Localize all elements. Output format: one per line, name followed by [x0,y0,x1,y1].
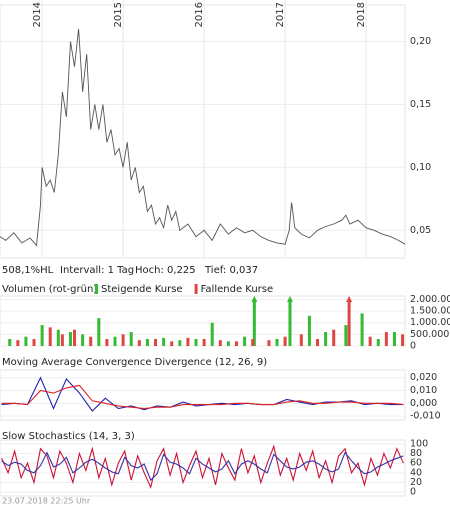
volume-bar [202,339,206,346]
volume-bar [226,341,230,346]
volume-bar [288,302,292,346]
volume-bar [384,332,388,346]
y-tick-label: 1.000.000 [410,317,450,328]
timestamp: 23.07.2018 22:25 Uhr [2,497,91,506]
y-tick-label: 0,10 [410,162,431,173]
volume-bar [392,332,396,346]
volume-bar [332,329,336,346]
panel-frame [0,439,406,497]
panel-title: Volumen (rot-grün) [2,284,97,295]
volume-bar [145,339,149,346]
y-tick-label: 1.500.000 [410,306,450,317]
volume-bar [218,340,222,346]
volume-bar [368,336,372,346]
volume-bar [73,329,77,346]
volume-bar [376,339,380,346]
y-tick-label: 0,15 [410,99,431,110]
volume-bar [68,332,72,346]
y-tick-label: 100 [410,438,428,449]
y-tick-label: 80 [410,448,422,459]
volume-bar [251,339,255,346]
volume-bar [137,340,141,346]
y-tick-label: 0 [410,341,416,352]
panel-frame [0,295,406,347]
volume-bar [97,318,101,346]
volume-bar [89,336,93,346]
volume-bar [316,339,320,346]
volume-bar [8,339,12,346]
volume-bar [32,339,36,346]
volume-bar [48,327,52,346]
y-tick-label: 20 [410,477,422,488]
volume-bar [56,329,60,346]
volume-bar [252,302,256,346]
x-tick-label: 2017 [275,2,286,27]
volume-bar [235,341,239,346]
legend-label: Fallende Kurse [201,284,274,295]
info-text: Hoch: 0,225 [135,265,196,276]
volume-bar [267,340,271,346]
y-tick-label: 0,20 [410,36,431,47]
panel-title: Slow Stochastics (14, 3, 3) [2,431,135,442]
y-tick-label: -0,010 [410,411,441,422]
volume-bar [307,315,311,346]
y-tick-label: 2.000.000 [410,294,450,305]
panel-frame [0,369,406,421]
volume-bar [121,334,125,346]
volume-bar [81,334,85,346]
y-tick-label: 0,020 [410,372,437,383]
volume-bar [344,325,348,346]
volume-bar [170,341,174,346]
y-tick-label: 500.000 [410,329,449,340]
volume-bar [194,339,198,346]
volume-bar [210,322,214,346]
info-text: Intervall: 1 Tag [60,265,134,276]
info-text: 508,1%HL [2,265,54,276]
volume-bar [186,337,190,346]
y-tick-label: 0 [410,487,416,498]
series-line [1,384,404,410]
x-tick-label: 2014 [32,2,43,27]
y-tick-label: 60 [410,458,422,469]
legend-swatch [194,284,198,294]
legend-label: Steigende Kurse [101,284,183,295]
series-line [0,28,406,247]
volume-bar [243,336,247,346]
y-tick-label: 40 [410,467,422,478]
volume-bar [162,337,166,346]
series-line [1,451,404,482]
series-line [1,376,404,412]
volume-bar [129,332,133,346]
y-tick-label: 0,000 [410,398,437,409]
volume-bar [178,340,182,346]
legend-swatch [95,284,98,294]
clip-arrow [346,296,353,302]
y-tick-label: 0,010 [410,385,437,396]
x-tick-label: 2015 [113,2,124,27]
volume-bar [360,313,364,346]
panel-frame [0,4,406,259]
volume-bar [324,332,328,346]
volume-bar [347,302,351,346]
volume-bar [40,325,44,346]
volume-bar [60,334,64,346]
panel-title: Moving Average Convergence Divergence (1… [2,357,267,368]
series-line [1,444,404,489]
volume-bar [16,340,20,346]
volume-bar [154,339,158,346]
volume-bar [299,334,303,346]
info-text: Tief: 0,037 [204,265,258,276]
clip-arrow [251,296,258,302]
volume-bar [283,336,287,346]
x-tick-label: 2016 [194,2,205,27]
volume-bar [401,334,405,346]
volume-bar [24,336,28,346]
volume-bar [113,336,117,346]
clip-arrow [286,296,293,302]
volume-bar [105,339,109,346]
volume-bar [275,339,279,346]
y-tick-label: 0,05 [410,225,431,236]
x-tick-label: 2018 [356,2,367,27]
